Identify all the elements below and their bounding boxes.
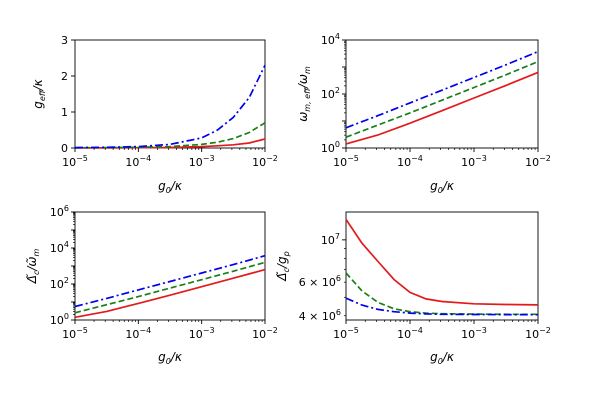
panel-top-right-series-solid <box>345 71 539 145</box>
panel-bottom-left-y-tick-label: 106 <box>50 204 69 219</box>
panel-top-left-xlabel: g0/κ <box>158 179 183 195</box>
panel-bottom-left-y-tick-label: 100 <box>50 312 69 327</box>
panel-top-left-series-dashed <box>74 122 266 149</box>
panel-bottom-right-frame <box>345 211 539 321</box>
panel-bottom-right-x-tick-label: 10−5 <box>333 326 359 341</box>
panel-bottom-right-x-ticks: 10−5 10−4 10−3 10−2 <box>333 320 551 341</box>
panel-top-left-y-ticks: 0 1 2 3 <box>61 34 75 155</box>
panel-bottom-right-series-solid <box>345 218 539 306</box>
panel-top-left-lines <box>74 64 266 149</box>
panel-top-right-x-tick-label: 10−5 <box>333 154 359 169</box>
panel-bottom-left-y-tick-label: 104 <box>50 240 69 255</box>
panel-top-right: 10−5 10−4 10−3 10−2 100 102 104 g0/κ ωm, eff/… <box>296 32 551 195</box>
panel-top-left: 10−5 10−4 10−3 10−2 0 1 2 3 g0/κ geff/κ <box>31 34 278 195</box>
panel-bottom-left-x-tick-label: 10−2 <box>252 326 278 341</box>
panel-bottom-left-x-tick-label: 10−5 <box>62 326 88 341</box>
panel-bottom-left-x-ticks: 10−5 10−4 10−3 10−2 <box>62 320 278 341</box>
panel-top-left-y-tick-label: 1 <box>61 106 68 119</box>
panel-bottom-right-series-dashdot <box>345 297 539 316</box>
panel-top-left-y-tick-label: 2 <box>61 70 68 83</box>
panel-top-left-x-tick-label: 10−2 <box>252 154 278 169</box>
panel-top-left-series-dashdot <box>74 64 266 149</box>
panel-bottom-right-y-tick-label: 107 <box>321 232 340 247</box>
panel-top-right-xlabel: g0/κ <box>430 179 455 195</box>
panel-bottom-right-y-tick-label: 6 × 106 <box>299 274 341 289</box>
panel-top-right-y-tick-label: 104 <box>321 32 340 47</box>
panel-bottom-left-series-dashed <box>74 261 266 314</box>
panel-top-right-x-tick-label: 10−3 <box>461 154 487 169</box>
panel-top-left-series-solid <box>75 138 266 149</box>
panel-bottom-left-y-ticks: 100 102 104 106 <box>50 204 75 327</box>
panel-top-right-ylabel: ωm, eff/ωm <box>296 66 312 122</box>
panel-bottom-left-y-tick-label: 102 <box>50 276 69 291</box>
panel-top-right-frame <box>345 39 539 149</box>
panel-top-left-frame <box>74 39 266 149</box>
panel-top-left-x-ticks: 10−5 10−4 10−3 10−2 <box>62 148 278 169</box>
panel-top-left-x-tick-label: 10−3 <box>189 154 215 169</box>
panel-bottom-right-x-tick-label: 10−4 <box>397 326 423 341</box>
panel-bottom-right-x-tick-label: 10−2 <box>525 326 551 341</box>
panel-top-right-y-tick-label: 102 <box>321 86 340 101</box>
panel-bottom-left: 10−5 10−4 10−3 10−2 100 102 104 106 g0/κ Δ̃c/ω… <box>25 204 278 366</box>
panel-top-left-x-tick-label: 10−4 <box>125 154 151 169</box>
panel-top-right-x-ticks: 10−5 10−4 10−3 10−2 <box>333 148 551 169</box>
panel-top-right-lines <box>345 50 539 145</box>
panel-top-right-series-dashed <box>345 60 539 138</box>
panel-bottom-right-y-tick-label: 4 × 106 <box>299 308 341 323</box>
panel-bottom-left-xlabel: g0/κ <box>158 350 183 366</box>
panel-bottom-left-series-solid <box>74 268 266 319</box>
panel-top-right-x-tick-label: 10−4 <box>397 154 423 169</box>
panel-top-left-x-tick-label: 10−5 <box>62 154 88 169</box>
panel-top-right-y-tick-label: 100 <box>321 140 340 155</box>
panel-bottom-right-lines <box>345 218 539 316</box>
panel-bottom-left-frame <box>74 211 266 321</box>
panel-top-left-y-tick-label: 3 <box>61 34 68 47</box>
panel-top-right-series-dashdot <box>345 50 539 129</box>
panel-top-left-ylabel: geff/κ <box>31 78 47 108</box>
panel-bottom-right-xlabel: g0/κ <box>430 350 455 366</box>
panel-bottom-right-ylabel: Δ̃c/gp <box>275 251 291 281</box>
panel-top-left-y-tick-label: 0 <box>61 142 68 155</box>
panel-bottom-right-series-dashed <box>345 272 538 316</box>
panel-bottom-left-series-dashdot <box>74 254 266 308</box>
panel-bottom-left-lines <box>74 254 266 319</box>
panel-bottom-left-x-tick-label: 10−3 <box>189 326 215 341</box>
panel-top-right-x-tick-label: 10−2 <box>525 154 551 169</box>
panel-bottom-left-ylabel: Δ̃c/ω̃m <box>25 249 41 285</box>
panel-bottom-right-x-tick-label: 10−3 <box>461 326 487 341</box>
panel-top-right-y-ticks: 100 102 104 <box>321 32 346 155</box>
panel-bottom-left-x-tick-label: 10−4 <box>125 326 151 341</box>
panel-bottom-right-y-ticks: 4 × 106 6 × 106 107 <box>299 232 346 323</box>
